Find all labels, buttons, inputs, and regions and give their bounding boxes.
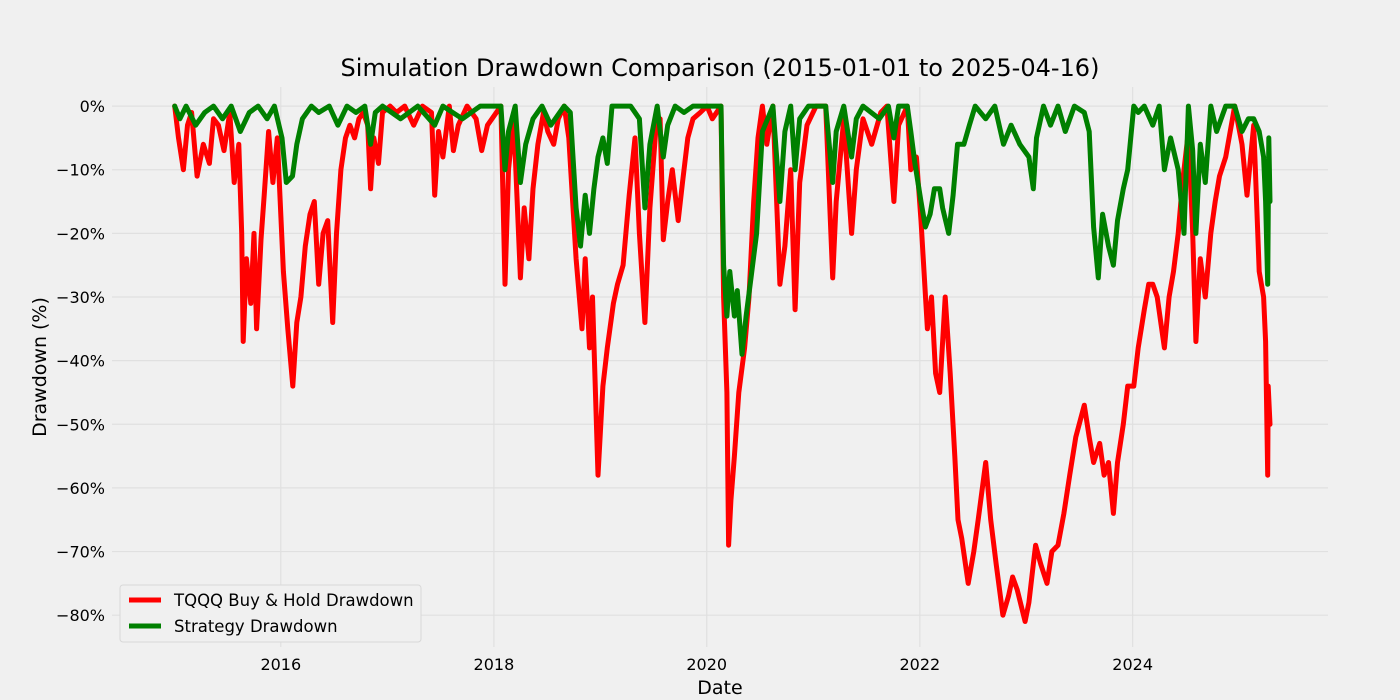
y-tick-label: −10% — [56, 161, 105, 180]
x-tick-label: 2018 — [474, 655, 515, 674]
y-tick-label: −80% — [56, 606, 105, 625]
y-tick-label: −70% — [56, 543, 105, 562]
y-tick-label: −50% — [56, 415, 105, 434]
x-tick-label: 2016 — [260, 655, 301, 674]
y-tick-label: −20% — [56, 224, 105, 243]
x-tick-label: 2022 — [899, 655, 940, 674]
y-tick-label: −30% — [56, 288, 105, 307]
series-layer — [172, 103, 1273, 624]
y-tick-label: −40% — [56, 352, 105, 371]
y-axis-label: Drawdown (%) — [29, 297, 51, 437]
legend-label-strategy: Strategy Drawdown — [174, 617, 338, 636]
x-axis-label: Date — [697, 677, 742, 699]
chart-title: Simulation Drawdown Comparison (2015-01-… — [341, 54, 1100, 82]
y-tick-label: 0% — [80, 97, 105, 116]
grid — [112, 87, 1328, 647]
legend-label-tqqq: TQQQ Buy & Hold Drawdown — [173, 591, 414, 610]
legend-box — [119, 584, 422, 643]
strategy-drawdown-line — [172, 103, 1273, 357]
tqqq-drawdown-line — [172, 103, 1273, 624]
y-tick-labels: 0% −10% −20% −30% −40% −50% −60% −70% −80% — [56, 97, 105, 625]
x-tick-labels: 2016 2018 2020 2022 2024 — [260, 655, 1153, 674]
x-tick-label: 2024 — [1112, 655, 1153, 674]
legend: TQQQ Buy & Hold Drawdown Strategy Drawdo… — [119, 584, 422, 643]
y-tick-label: −60% — [56, 479, 105, 498]
x-tick-label: 2020 — [686, 655, 727, 674]
